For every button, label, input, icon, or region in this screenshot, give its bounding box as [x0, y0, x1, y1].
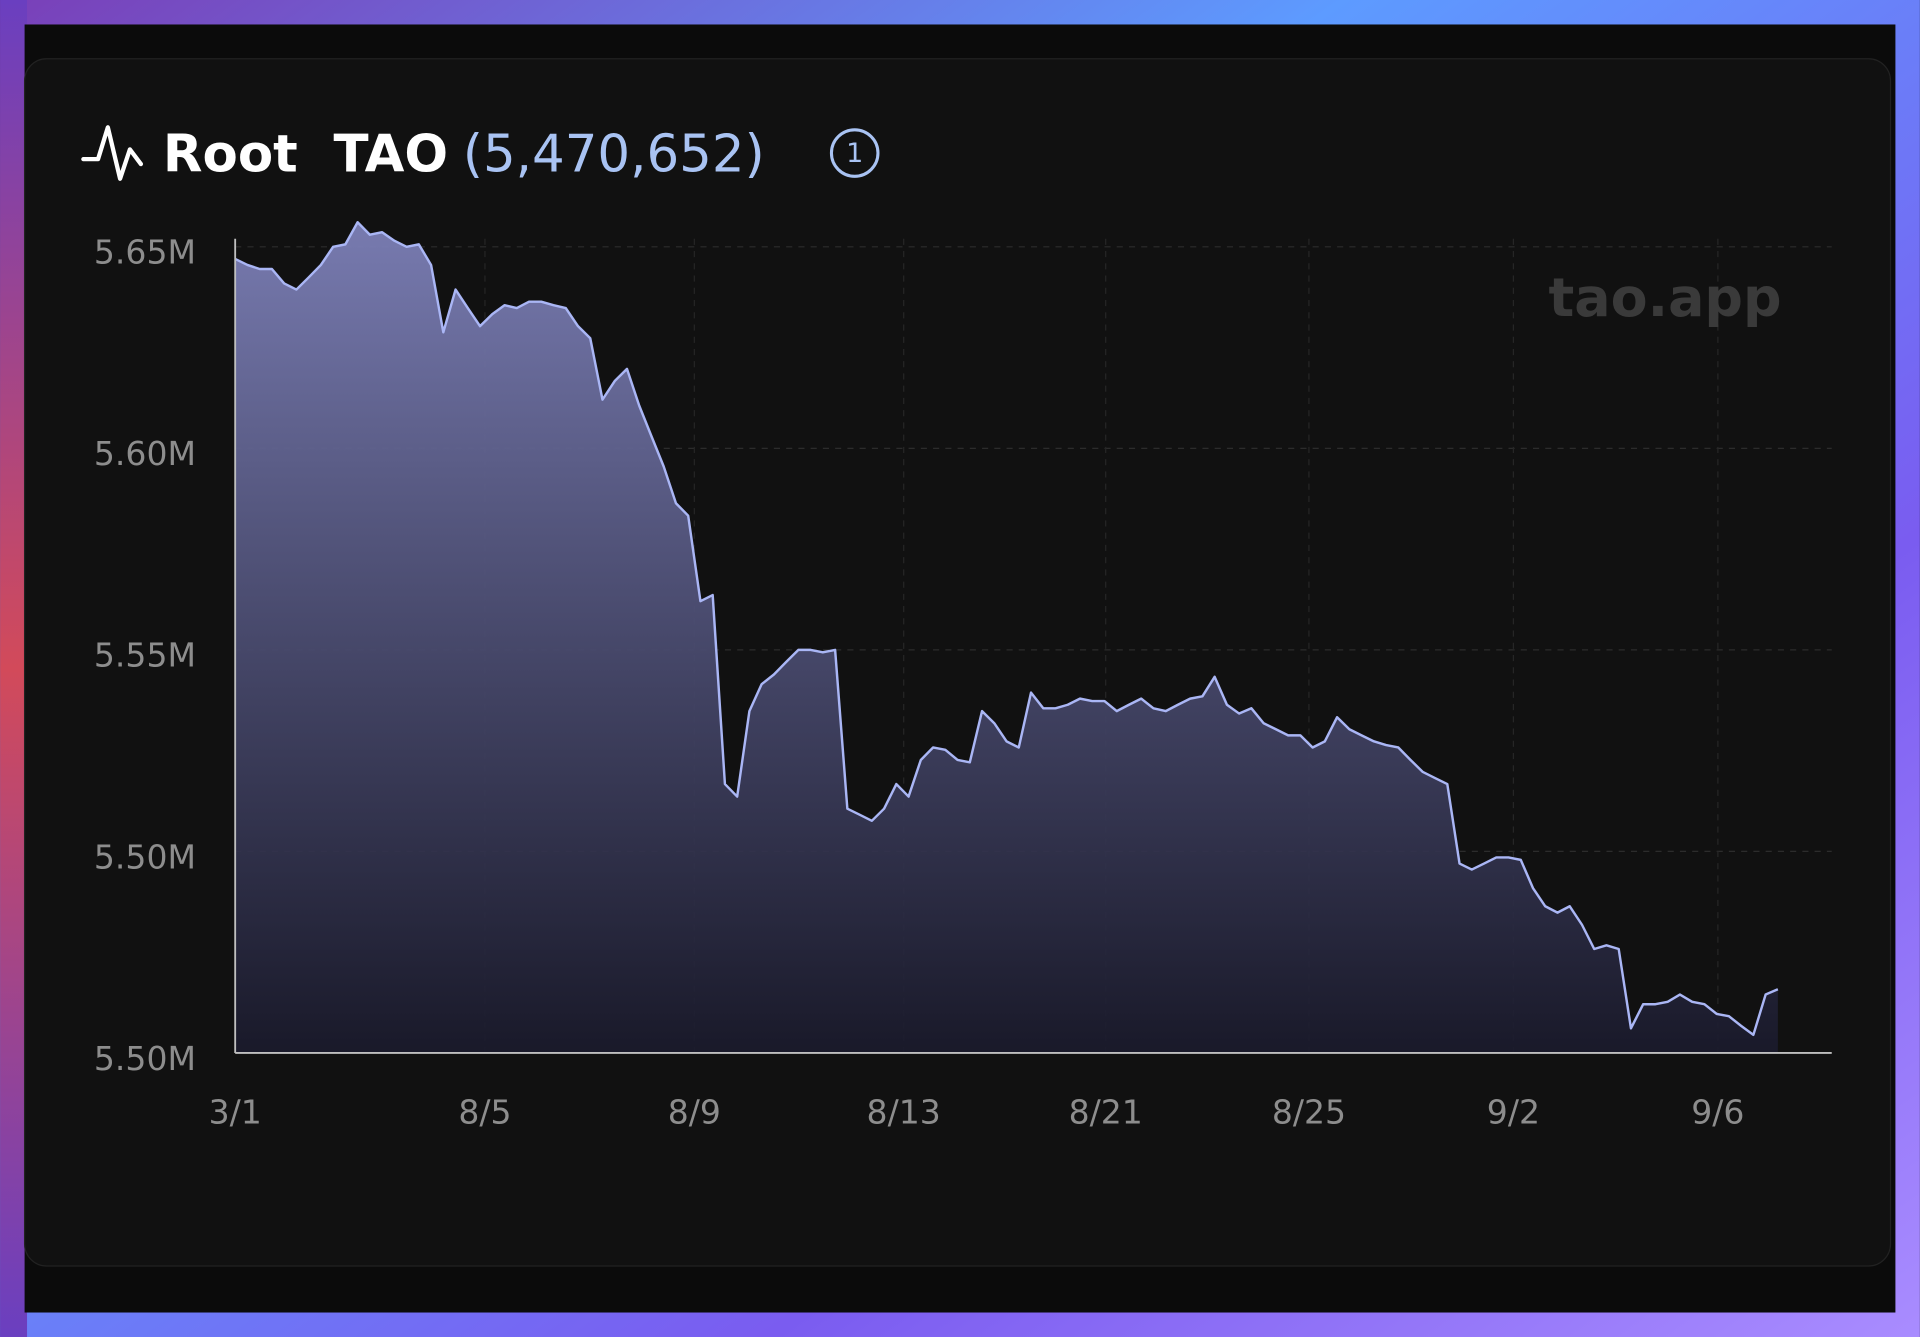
area-fill	[235, 222, 1778, 1053]
y-tick-label: 5.55M	[94, 636, 196, 675]
y-tick-label: 5.50M	[94, 1039, 196, 1078]
plot: 5.65M 5.60M 5.55M 5.50M 5.50M 3/1 8/5 8/9 8/13 8/…	[94, 220, 1832, 1132]
info-badge[interactable]	[829, 128, 880, 178]
x-tick-label: 8/21	[1069, 1093, 1143, 1132]
watermark: tao.app	[1549, 266, 1782, 329]
x-tick-label: 8/25	[1272, 1093, 1346, 1132]
chart-title: Root TAO	[163, 124, 448, 184]
x-tick-label: 8/13	[867, 1093, 941, 1132]
series-line	[234, 220, 1779, 1037]
badge-label[interactable]: 1	[846, 138, 863, 169]
frame-left	[0, 0, 28, 1337]
y-tick-label: 5.50M	[94, 837, 196, 876]
x-tick-label: 8/5	[458, 1093, 511, 1132]
x-tick-label: 8/9	[668, 1093, 721, 1132]
y-tick-label: 5.60M	[94, 434, 196, 473]
x-tick-label: 9/6	[1691, 1093, 1744, 1132]
x-tick-label: 3/1	[209, 1093, 262, 1132]
pulse-icon	[81, 125, 144, 181]
chart-subtitle: (5,470,652)	[463, 124, 765, 184]
x-tick-label: 9/2	[1487, 1093, 1540, 1132]
y-tick-label: 5.65M	[94, 233, 196, 272]
